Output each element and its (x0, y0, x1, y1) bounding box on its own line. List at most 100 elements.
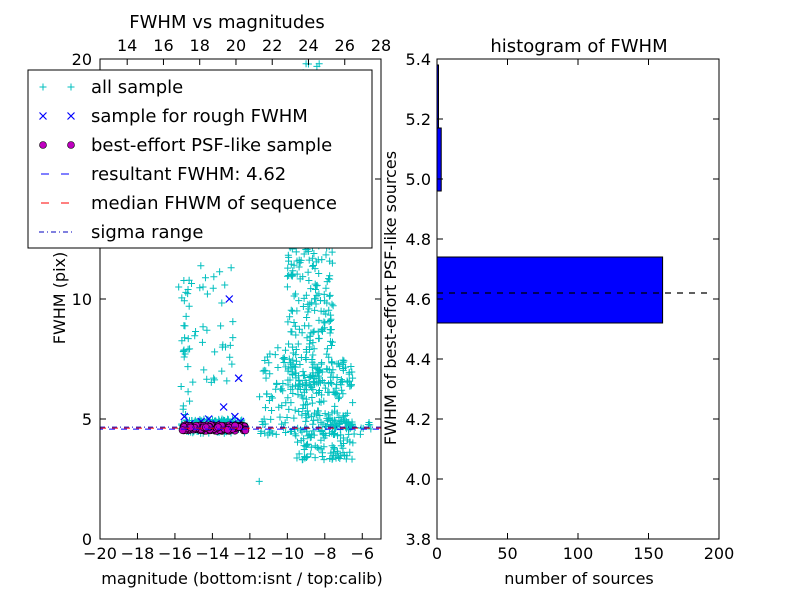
all-sample-point (297, 256, 305, 264)
all-sample-point (288, 370, 296, 378)
all-sample-point (312, 258, 320, 266)
all-sample-point (315, 374, 323, 382)
histogram-bar (436, 127, 442, 192)
all-sample-point (283, 283, 291, 291)
all-sample-point (271, 351, 279, 359)
all-sample-point (284, 318, 292, 326)
scatter-y-tick-label: 10 (72, 290, 92, 309)
all-sample-point (310, 345, 318, 353)
scatter-y-tick-label: 5 (82, 410, 92, 429)
all-sample-point (320, 456, 328, 464)
scatter-top-x-tick-label: 26 (335, 36, 355, 55)
histogram-panel: histogram of FWHM number of sources FWHM… (381, 36, 734, 588)
all-sample-point (328, 248, 336, 256)
all-sample-point (302, 386, 310, 394)
all-sample-point (203, 375, 211, 383)
histogram-bar (436, 256, 664, 324)
all-sample-point (282, 399, 290, 407)
all-sample-point (326, 455, 334, 463)
all-sample-point (308, 358, 316, 366)
all-sample-point (293, 357, 301, 365)
all-sample-point (175, 283, 183, 291)
all-sample-point (304, 432, 312, 440)
legend-label: all sample (91, 77, 183, 98)
all-sample-point (198, 338, 206, 346)
all-sample-point (261, 420, 269, 428)
all-sample-point (330, 445, 338, 453)
all-sample-point (177, 382, 185, 390)
all-sample-point (309, 261, 317, 269)
legend-entry: sample for rough FWHM (39, 106, 308, 127)
all-sample-point (306, 336, 314, 344)
all-sample-point (299, 368, 307, 376)
all-sample-point (311, 306, 319, 314)
all-sample-point (282, 428, 290, 436)
all-sample-point (343, 452, 351, 460)
scatter-y-tick-label: 0 (82, 530, 92, 549)
all-sample-point (339, 390, 347, 398)
all-sample-point (333, 409, 341, 417)
all-sample-point (309, 427, 317, 435)
all-sample-point (290, 319, 298, 327)
all-sample-point (181, 322, 189, 330)
all-sample-point (298, 329, 306, 337)
all-sample-point (289, 383, 297, 391)
all-sample-point (310, 250, 318, 258)
all-sample-point (319, 325, 327, 333)
all-sample-point (345, 377, 353, 385)
legend-entry: all sample (39, 77, 183, 98)
all-sample-point (313, 444, 321, 452)
scatter-x-tick-label: −12 (233, 544, 267, 563)
all-sample-point (308, 413, 316, 421)
scatter-top-x-tick-label: 20 (226, 36, 246, 55)
histogram-x-tick-label: 200 (704, 544, 735, 563)
histogram-y-tick-label: 4.4 (406, 350, 431, 369)
all-sample-point (179, 405, 187, 413)
all-sample-point (285, 340, 293, 348)
all-sample-point (296, 380, 304, 388)
all-sample-point (329, 451, 337, 459)
all-sample-point (366, 421, 374, 429)
all-sample-point (333, 374, 341, 382)
legend-box (27, 69, 373, 249)
all-sample-point (324, 417, 332, 425)
all-sample-point (262, 374, 270, 382)
scatter-y-tick-label: 20 (72, 50, 92, 69)
all-sample-point (328, 338, 336, 346)
all-sample-point (322, 284, 330, 292)
all-sample-point (222, 343, 230, 351)
all-sample-point (321, 319, 329, 327)
all-sample-point (318, 427, 326, 435)
all-sample-point (226, 341, 234, 349)
all-sample-point (291, 406, 299, 414)
all-sample-point (299, 405, 307, 413)
all-sample-point (275, 403, 283, 411)
all-sample-point (312, 300, 320, 308)
all-sample-point (297, 354, 305, 362)
all-sample-point (309, 351, 317, 359)
histogram-y-tick-label: 4.8 (406, 230, 431, 249)
all-sample-point (186, 345, 194, 353)
all-sample-point (305, 305, 313, 313)
all-sample-point (315, 316, 323, 324)
all-sample-point (309, 386, 317, 394)
all-sample-point (184, 388, 192, 396)
all-sample-point (341, 419, 349, 427)
legend-entry: sigma range (39, 222, 203, 243)
scatter-chart-title: FWHM vs magnitudes (129, 12, 324, 33)
all-sample-point (297, 426, 305, 434)
all-sample-point (308, 299, 316, 307)
all-sample-point (284, 394, 292, 402)
all-sample-point (339, 364, 347, 372)
all-sample-point (307, 285, 315, 293)
histogram-y-tick-label: 5.0 (406, 170, 431, 189)
all-sample-point (229, 334, 237, 342)
all-sample-point (292, 248, 300, 256)
all-sample-point (325, 275, 333, 283)
all-sample-point (312, 282, 320, 290)
scatter-x-tick-label: −8 (313, 544, 337, 563)
all-sample-point (201, 274, 209, 282)
all-sample-point (182, 312, 190, 320)
legend-label: sigma range (91, 222, 203, 243)
all-sample-point (320, 397, 328, 405)
